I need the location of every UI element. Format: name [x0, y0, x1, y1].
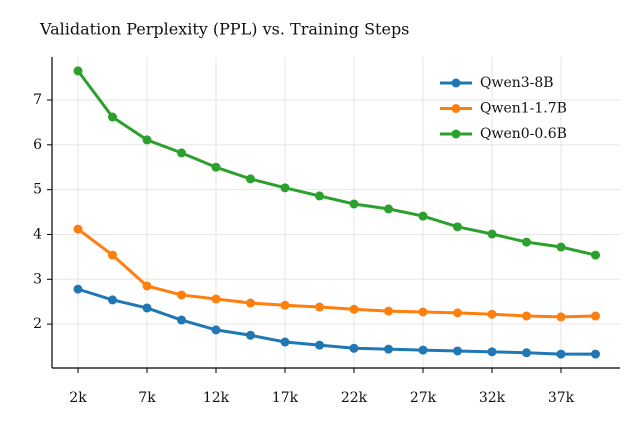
data-point	[487, 347, 497, 357]
data-point	[246, 174, 256, 184]
legend-marker	[451, 104, 461, 113]
data-point	[384, 204, 394, 214]
data-point	[211, 294, 221, 304]
legend-label: Qwen3-8B	[480, 75, 554, 91]
data-point	[522, 348, 532, 358]
data-point	[384, 344, 394, 354]
x-tick-label: 12k	[203, 390, 230, 406]
data-point	[73, 224, 83, 234]
data-point	[73, 284, 83, 294]
series-line	[76, 69, 596, 257]
data-point	[453, 222, 463, 232]
data-point	[280, 337, 290, 347]
data-point	[591, 250, 601, 260]
data-point	[142, 135, 152, 145]
y-tick-label: 3	[33, 271, 42, 287]
x-tick-label: 7k	[138, 390, 156, 406]
data-point	[453, 346, 463, 356]
data-point	[556, 242, 566, 252]
chart-title: Validation Perplexity (PPL) vs. Training…	[39, 20, 409, 39]
data-point	[211, 325, 221, 335]
data-point	[177, 148, 187, 158]
data-point	[280, 300, 290, 310]
data-point	[591, 349, 601, 359]
data-point	[280, 183, 290, 193]
data-point	[453, 308, 463, 318]
data-point	[73, 66, 83, 76]
y-tick-label: 5	[33, 182, 42, 198]
x-tick-label: 22k	[341, 390, 368, 406]
data-point	[418, 307, 428, 317]
x-tick-label: 37k	[548, 390, 575, 406]
data-point	[315, 191, 325, 201]
data-point	[177, 315, 187, 325]
data-point	[177, 290, 187, 300]
data-point	[246, 330, 256, 340]
data-point	[107, 250, 117, 260]
x-tick-label: 32k	[479, 390, 506, 406]
data-point	[522, 311, 532, 321]
data-point	[211, 162, 221, 172]
data-point	[142, 281, 152, 291]
data-point	[418, 211, 428, 221]
data-point	[384, 306, 394, 316]
y-tick-label: 7	[33, 92, 42, 108]
data-point	[315, 340, 325, 350]
data-point	[142, 303, 152, 313]
data-point	[349, 343, 359, 353]
legend-label: Qwen1-1.7B	[480, 101, 567, 117]
data-point	[591, 311, 601, 321]
data-point	[349, 304, 359, 314]
x-tick-label: 17k	[272, 390, 299, 406]
data-point	[522, 237, 532, 247]
data-point	[418, 345, 428, 355]
series-line	[77, 287, 596, 356]
series-line	[77, 227, 596, 319]
y-tick-label: 2	[33, 316, 42, 332]
x-tick-label: 2k	[69, 390, 87, 406]
legend-marker	[451, 129, 461, 139]
data-point	[349, 199, 359, 209]
data-point	[487, 229, 497, 239]
data-point	[246, 298, 256, 308]
data-point	[107, 112, 117, 122]
data-point	[556, 312, 566, 322]
legend-marker	[451, 78, 461, 88]
y-tick-label: 6	[33, 137, 42, 153]
data-point	[556, 349, 566, 359]
data-point	[107, 295, 117, 305]
data-point	[487, 309, 497, 319]
x-tick-label: 27k	[410, 390, 437, 406]
legend-label: Qwen0-0.6B	[480, 126, 567, 142]
data-point	[315, 302, 325, 312]
y-tick-label: 4	[33, 226, 42, 242]
